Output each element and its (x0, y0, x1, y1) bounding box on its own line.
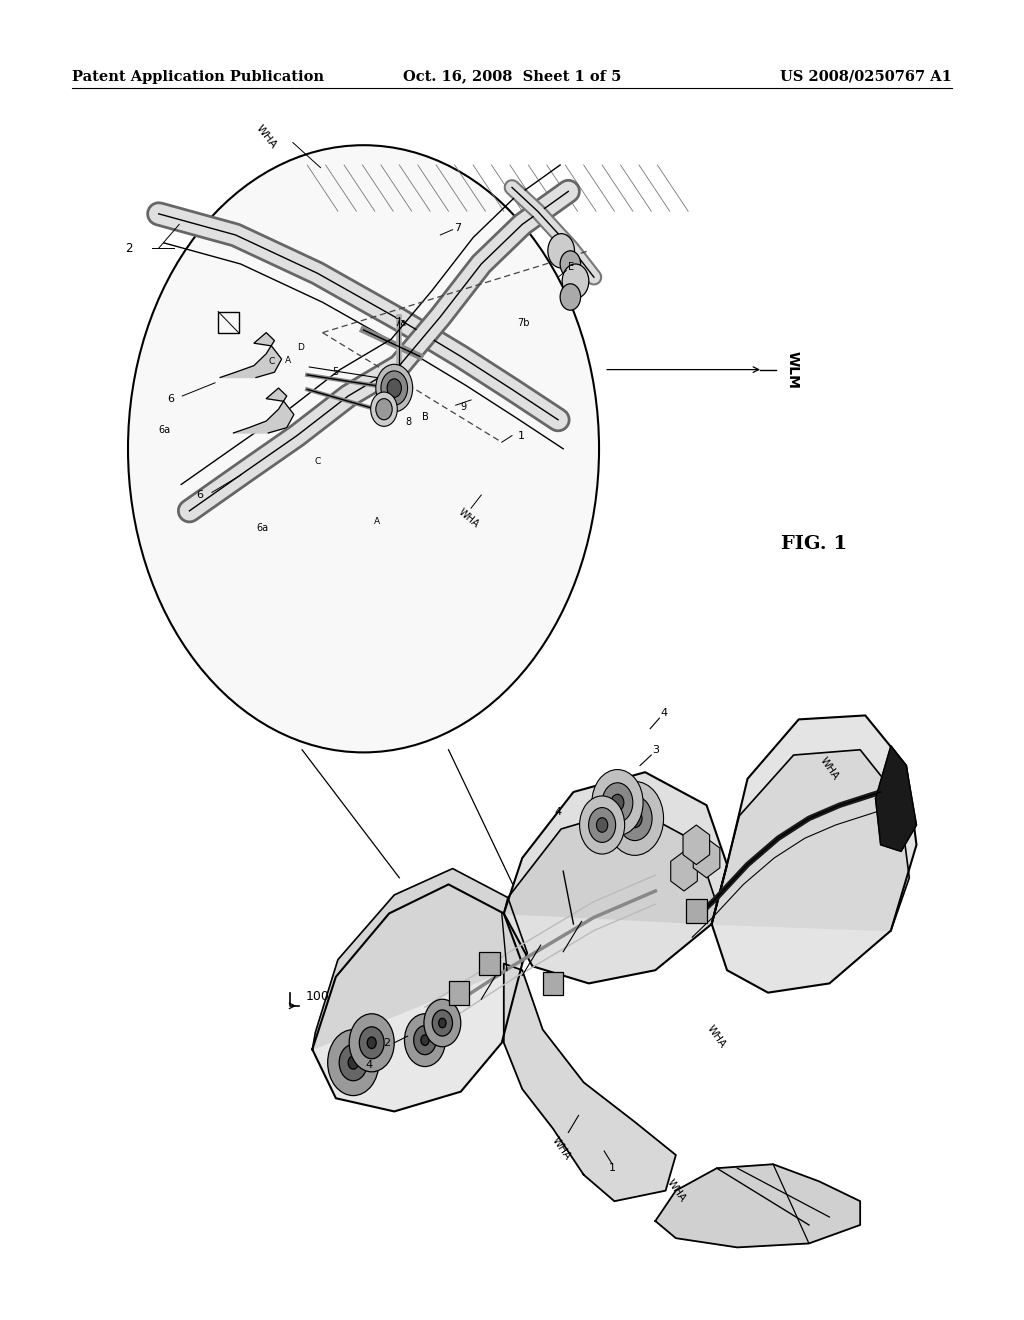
Text: 7b: 7b (517, 318, 529, 329)
Circle shape (368, 1038, 376, 1048)
Text: WLM: WLM (785, 351, 800, 388)
Circle shape (560, 251, 581, 277)
Polygon shape (876, 746, 916, 851)
Polygon shape (712, 715, 916, 993)
Circle shape (628, 809, 642, 828)
Circle shape (617, 796, 652, 841)
Circle shape (349, 1014, 394, 1072)
Circle shape (359, 1027, 384, 1059)
Polygon shape (312, 884, 522, 1111)
Text: 4: 4 (555, 807, 561, 817)
Circle shape (611, 795, 624, 810)
Text: 4: 4 (366, 1060, 372, 1071)
Text: 7: 7 (454, 223, 461, 234)
Text: 8: 8 (406, 417, 412, 428)
Text: WHA: WHA (706, 1023, 728, 1049)
Circle shape (432, 1010, 453, 1036)
Text: FIG. 1: FIG. 1 (781, 535, 847, 553)
Circle shape (414, 1026, 436, 1055)
Circle shape (376, 399, 392, 420)
Text: Oct. 16, 2008  Sheet 1 of 5: Oct. 16, 2008 Sheet 1 of 5 (402, 70, 622, 83)
Text: 6: 6 (197, 490, 204, 500)
Text: 2: 2 (126, 242, 133, 255)
Polygon shape (220, 333, 282, 378)
Circle shape (589, 808, 615, 842)
FancyBboxPatch shape (449, 981, 469, 1005)
Text: 6: 6 (167, 393, 174, 404)
Circle shape (348, 1056, 358, 1069)
Circle shape (580, 796, 625, 854)
Text: 6a: 6a (256, 523, 268, 533)
Circle shape (596, 817, 607, 833)
Circle shape (606, 781, 664, 855)
Text: 9: 9 (461, 401, 467, 412)
Circle shape (387, 379, 401, 397)
Text: 7a: 7a (394, 318, 407, 329)
Text: US 2008/0250767 A1: US 2008/0250767 A1 (780, 70, 952, 83)
Text: C: C (268, 358, 274, 366)
Text: WHA: WHA (254, 124, 279, 150)
Circle shape (438, 1018, 446, 1028)
Text: WHA: WHA (818, 755, 841, 781)
Circle shape (562, 264, 589, 298)
Text: 6a: 6a (159, 425, 171, 436)
FancyBboxPatch shape (686, 899, 707, 923)
Text: A: A (285, 356, 291, 364)
Text: 3: 3 (652, 744, 658, 755)
Text: 1: 1 (609, 1163, 615, 1173)
Polygon shape (712, 750, 909, 931)
Circle shape (548, 234, 574, 268)
Polygon shape (504, 964, 676, 1201)
Polygon shape (233, 388, 294, 433)
Polygon shape (504, 772, 727, 983)
Circle shape (602, 783, 633, 822)
Circle shape (128, 145, 599, 752)
Text: A: A (374, 517, 380, 525)
FancyBboxPatch shape (543, 972, 563, 995)
Circle shape (424, 999, 461, 1047)
Text: WHA: WHA (665, 1177, 687, 1204)
Text: C: C (314, 458, 321, 466)
Polygon shape (312, 869, 527, 1049)
Circle shape (404, 1014, 445, 1067)
Polygon shape (504, 808, 717, 924)
Text: WHA: WHA (550, 1135, 572, 1162)
Circle shape (592, 770, 643, 836)
Circle shape (421, 1035, 429, 1045)
Polygon shape (655, 1164, 860, 1247)
Text: E: E (568, 261, 574, 272)
Text: 5: 5 (332, 367, 338, 378)
Text: D: D (297, 343, 304, 351)
Text: WHA: WHA (457, 507, 481, 531)
Circle shape (560, 284, 581, 310)
Circle shape (371, 392, 397, 426)
Circle shape (339, 1044, 368, 1081)
Text: B: B (422, 412, 429, 422)
Circle shape (381, 371, 408, 405)
Circle shape (376, 364, 413, 412)
Circle shape (328, 1030, 379, 1096)
Text: Patent Application Publication: Patent Application Publication (72, 70, 324, 83)
Text: 4: 4 (660, 708, 667, 718)
Text: 1: 1 (518, 430, 525, 441)
Text: 100: 100 (305, 990, 330, 1003)
Text: 2: 2 (384, 1038, 390, 1048)
FancyBboxPatch shape (479, 952, 500, 975)
